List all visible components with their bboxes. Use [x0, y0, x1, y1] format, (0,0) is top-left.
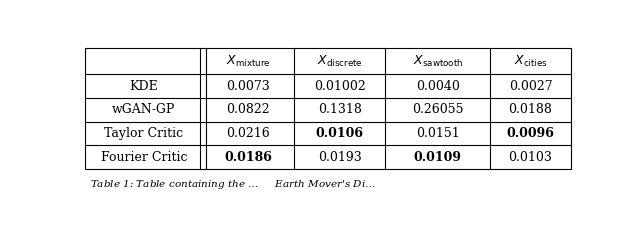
- Text: $X_{\mathrm{cities}}$: $X_{\mathrm{cities}}$: [514, 54, 547, 69]
- Text: 0.0151: 0.0151: [416, 127, 460, 140]
- Text: Fourier Critic: Fourier Critic: [100, 151, 187, 164]
- Text: 0.1318: 0.1318: [318, 104, 362, 117]
- Text: 0.01002: 0.01002: [314, 80, 365, 93]
- Text: 0.0103: 0.0103: [509, 151, 552, 164]
- Text: 0.0073: 0.0073: [227, 80, 270, 93]
- Text: 0.0109: 0.0109: [414, 151, 462, 164]
- Text: $X_{\mathrm{discrete}}$: $X_{\mathrm{discrete}}$: [317, 54, 363, 69]
- Text: $X_{\mathrm{sawtooth}}$: $X_{\mathrm{sawtooth}}$: [413, 54, 463, 69]
- Text: 0.0822: 0.0822: [227, 104, 270, 117]
- Text: Taylor Critic: Taylor Critic: [104, 127, 183, 140]
- Text: KDE: KDE: [129, 80, 158, 93]
- Text: 0.0216: 0.0216: [227, 127, 270, 140]
- Text: 0.0027: 0.0027: [509, 80, 552, 93]
- Text: wGAN-GP: wGAN-GP: [112, 104, 175, 117]
- Text: 0.0040: 0.0040: [416, 80, 460, 93]
- Text: 0.0106: 0.0106: [316, 127, 364, 140]
- Text: 0.0096: 0.0096: [507, 127, 554, 140]
- Text: $X_{\mathrm{mixture}}$: $X_{\mathrm{mixture}}$: [226, 54, 271, 69]
- Text: 0.0193: 0.0193: [318, 151, 362, 164]
- Text: Table 1: Table containing the $\ldots$     Earth Mover's Di$\ldots$: Table 1: Table containing the $\ldots$ E…: [90, 178, 376, 191]
- Text: 0.0186: 0.0186: [225, 151, 272, 164]
- Text: 0.0188: 0.0188: [509, 104, 552, 117]
- Text: 0.26055: 0.26055: [412, 104, 463, 117]
